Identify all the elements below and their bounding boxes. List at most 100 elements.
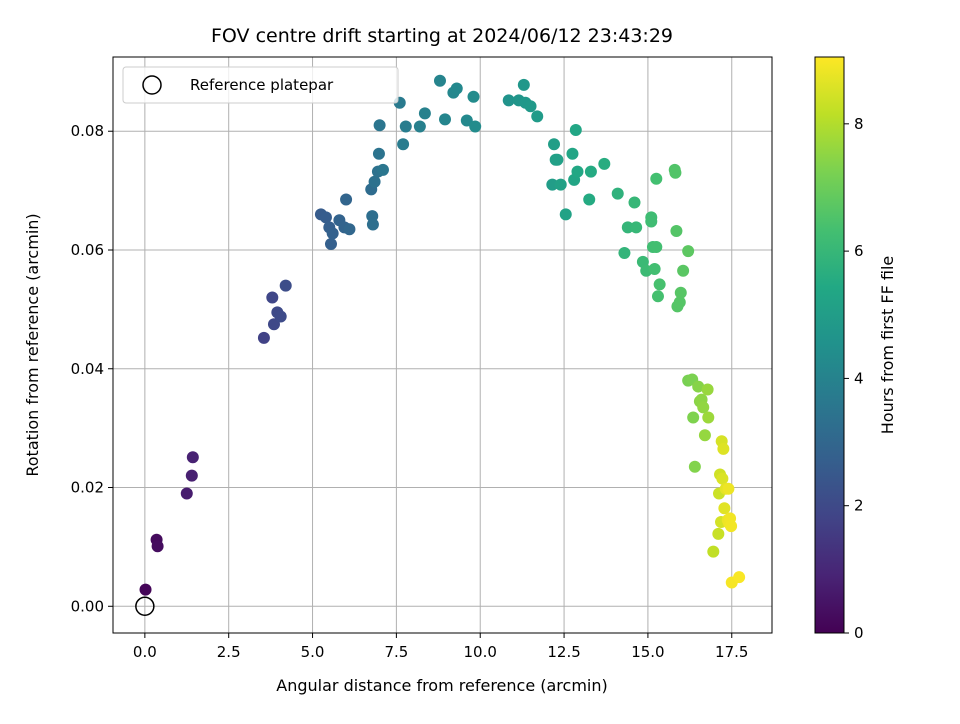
data-point — [546, 178, 559, 191]
data-point — [439, 113, 452, 126]
data-point — [598, 157, 611, 170]
grid-lines — [113, 57, 772, 633]
data-point — [718, 502, 731, 515]
data-point — [722, 482, 735, 495]
data-point — [502, 94, 515, 107]
data-point — [630, 221, 643, 234]
data-point — [583, 193, 596, 206]
data-point — [645, 215, 658, 228]
legend-marker-icon — [142, 75, 162, 95]
data-point — [569, 124, 582, 137]
x-tick-label: 2.5 — [217, 643, 241, 661]
data-point — [648, 262, 661, 275]
data-point — [180, 487, 193, 500]
data-point — [373, 119, 386, 132]
colorbar — [814, 56, 845, 634]
data-point — [267, 318, 280, 331]
data-point — [531, 110, 544, 123]
data-point — [343, 223, 356, 236]
colorbar-tick-label: 2 — [854, 497, 864, 515]
data-point — [628, 196, 641, 209]
data-point — [517, 78, 530, 91]
data-point — [650, 172, 663, 185]
x-axis-ticks: 0.0 2.5 5.0 7.5 10.0 12.5 15.0 17.5 — [133, 633, 748, 661]
x-tick-label: 5.0 — [301, 643, 325, 661]
data-point — [618, 246, 631, 259]
x-tick-label: 17.5 — [715, 643, 748, 661]
data-point — [467, 90, 480, 103]
y-axis-ticks: 0.00 0.02 0.04 0.06 0.08 — [71, 122, 113, 615]
x-tick-label: 0.0 — [133, 643, 157, 661]
data-point — [733, 571, 746, 584]
data-point — [450, 82, 463, 95]
data-point — [185, 469, 198, 482]
data-point — [139, 583, 152, 596]
data-point — [670, 224, 683, 237]
colorbar-tick-label: 6 — [854, 242, 864, 260]
plot-frame — [112, 56, 773, 634]
data-point — [469, 120, 482, 133]
data-point — [702, 411, 715, 424]
data-point — [674, 286, 687, 299]
data-point — [368, 175, 381, 188]
data-point — [551, 153, 564, 166]
data-point — [698, 429, 711, 442]
data-point — [673, 296, 686, 309]
data-point — [621, 221, 634, 234]
chart-title: FOV centre drift starting at 2024/06/12 … — [211, 25, 673, 47]
data-point — [653, 278, 666, 291]
data-point — [697, 401, 710, 414]
legend-box — [122, 66, 399, 104]
data-point — [372, 147, 385, 160]
data-point — [611, 187, 624, 200]
y-tick-label: 0.02 — [71, 479, 104, 497]
data-point — [677, 264, 690, 277]
data-point — [460, 114, 473, 127]
x-axis-label: Angular distance from reference (arcmin) — [276, 676, 607, 695]
data-point — [274, 310, 287, 323]
legend-label: Reference platepar — [190, 76, 334, 94]
data-point — [366, 218, 379, 231]
data-point — [399, 120, 412, 133]
data-point — [340, 193, 353, 206]
data-point — [716, 472, 729, 485]
data-point — [376, 163, 389, 176]
data-point — [324, 238, 337, 251]
y-axis-label: Rotation from reference (arcmin) — [23, 213, 42, 476]
data-point — [701, 383, 714, 396]
y-tick-label: 0.08 — [71, 122, 104, 140]
data-point — [186, 451, 199, 464]
data-point — [326, 227, 339, 240]
data-point — [559, 208, 572, 221]
data-point — [707, 545, 720, 558]
x-tick-label: 12.5 — [547, 643, 580, 661]
data-point — [548, 138, 561, 151]
x-tick-label: 7.5 — [384, 643, 408, 661]
colorbar-tick-label: 8 — [854, 115, 864, 133]
reference-platepar-marker — [135, 596, 155, 617]
data-point — [433, 74, 446, 87]
data-point — [650, 241, 663, 254]
colorbar-tick-label: 4 — [854, 369, 864, 387]
data-point — [524, 100, 537, 113]
data-point — [687, 411, 700, 424]
data-point — [566, 147, 579, 160]
data-point — [418, 107, 431, 120]
data-point — [266, 291, 279, 304]
data-point — [717, 442, 730, 455]
colorbar-ticks: 0 2 4 6 8 — [844, 115, 864, 642]
data-point — [712, 527, 725, 540]
data-point — [571, 165, 584, 178]
y-tick-label: 0.00 — [71, 597, 104, 615]
data-point — [413, 120, 426, 133]
legend: Reference platepar — [122, 66, 399, 104]
x-tick-label: 15.0 — [631, 643, 664, 661]
data-point — [279, 279, 292, 292]
data-point — [692, 380, 705, 393]
colorbar-label: Hours from first FF file — [878, 256, 897, 435]
colorbar-tick-label: 0 — [854, 624, 864, 642]
y-tick-label: 0.06 — [71, 241, 104, 259]
y-tick-label: 0.04 — [71, 360, 104, 378]
data-point — [725, 520, 738, 533]
